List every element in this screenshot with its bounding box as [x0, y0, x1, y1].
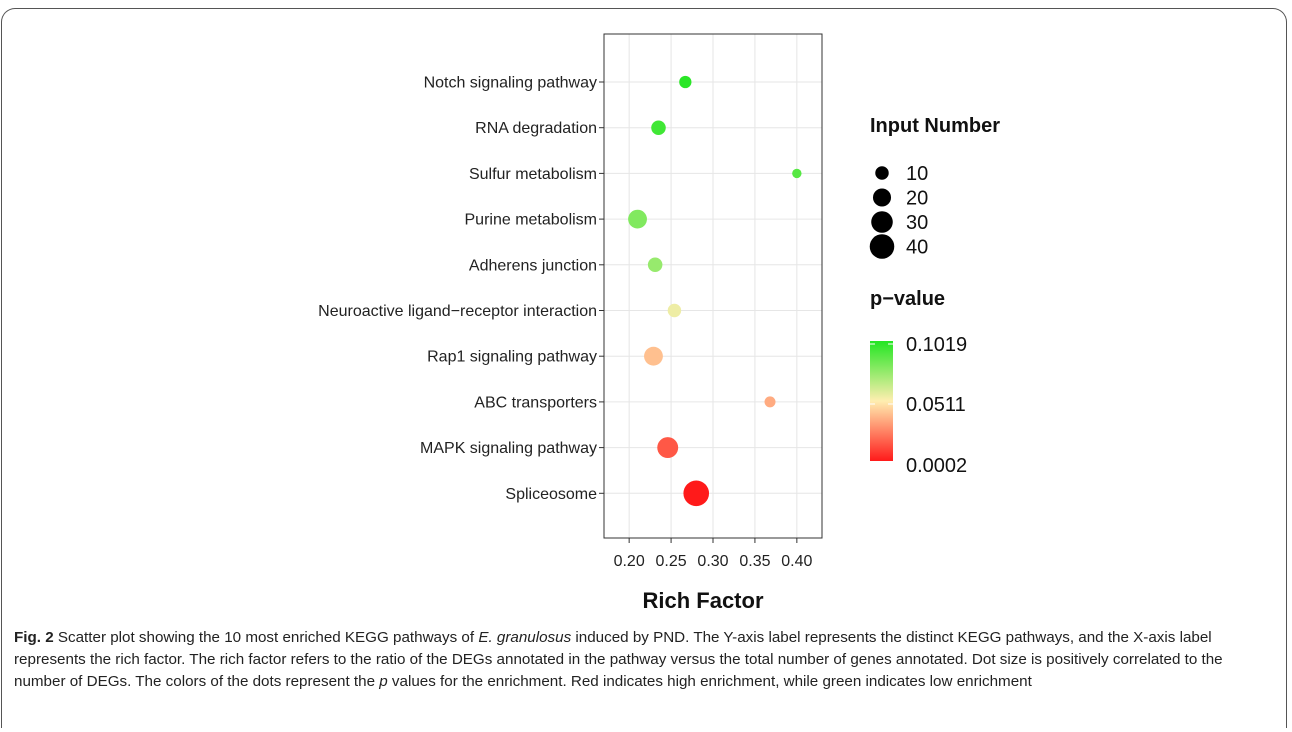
- y-axis: Notch signaling pathway RNA degradation Su…: [318, 75, 604, 503]
- data-point: [651, 120, 666, 135]
- size-legend-dot: [869, 234, 895, 259]
- color-legend: p−value 0.1019 0.0511 0.0002: [870, 288, 967, 477]
- y-tick-label: RNA degradation: [475, 120, 597, 137]
- size-legend-label: 40: [906, 237, 928, 259]
- y-tick-label: MAPK signaling pathway: [420, 440, 597, 457]
- y-tick-label: ABC transporters: [474, 394, 597, 411]
- color-legend-label: 0.0511: [906, 394, 966, 416]
- size-legend-title: Input Number: [870, 115, 1000, 137]
- color-bar: [870, 341, 893, 461]
- size-legend-dot: [871, 211, 893, 233]
- caption-species: E. granulosus: [478, 629, 572, 646]
- size-legend-dot: [872, 188, 892, 207]
- data-point: [792, 168, 802, 179]
- data-point: [657, 437, 679, 459]
- data-point: [683, 480, 710, 507]
- size-legend-label: 20: [906, 188, 928, 210]
- scatter-chart: Notch signaling pathway RNA degradation Su…: [318, 33, 1000, 613]
- caption-p: p: [379, 673, 388, 690]
- y-tick-label: Neuroactive ligand−receptor interaction: [318, 303, 597, 320]
- figure-frame: [1, 8, 1287, 728]
- size-legend-label: 10: [906, 163, 928, 185]
- data-points: [628, 75, 802, 507]
- data-point: [628, 209, 647, 229]
- data-point: [679, 75, 692, 89]
- grid-lines: [604, 34, 822, 538]
- color-legend-label: 0.1019: [906, 334, 967, 356]
- y-tick-label: Notch signaling pathway: [424, 75, 597, 92]
- size-legend-dot: [875, 166, 889, 180]
- y-tick-label: Rap1 signaling pathway: [427, 349, 597, 366]
- caption-text-1: Scatter plot showing the 10 most enriche…: [53, 629, 479, 646]
- x-tick-label: 0.25: [656, 553, 687, 570]
- data-point: [647, 257, 663, 273]
- x-axis-title: Rich Factor: [642, 588, 763, 613]
- x-tick-label: 0.30: [697, 553, 728, 570]
- x-axis: 0.20 0.25 0.30 0.35 0.40: [614, 538, 813, 570]
- caption-text-2: induced by PND. The Y-axis label represe…: [14, 629, 1223, 690]
- data-point: [764, 396, 776, 408]
- y-tick-label: Adherens junction: [469, 257, 597, 274]
- caption-text-3: values for the enrichment. Red indicates…: [387, 673, 1032, 690]
- y-tick-label: Purine metabolism: [465, 212, 598, 229]
- y-tick-label: Sulfur metabolism: [469, 166, 597, 183]
- color-legend-title: p−value: [870, 288, 945, 310]
- y-tick-label: Spliceosome: [505, 486, 597, 503]
- caption-figure-number: Fig. 2: [14, 629, 54, 646]
- data-point: [644, 346, 663, 366]
- color-legend-label: 0.0002: [906, 455, 967, 477]
- x-tick-label: 0.20: [614, 553, 645, 570]
- x-tick-label: 0.35: [739, 553, 770, 570]
- size-legend-label: 30: [906, 212, 928, 234]
- x-tick-label: 0.40: [781, 553, 812, 570]
- figure-caption: Fig. 2 Scatter plot showing the 10 most …: [14, 627, 1276, 693]
- data-point: [667, 303, 682, 318]
